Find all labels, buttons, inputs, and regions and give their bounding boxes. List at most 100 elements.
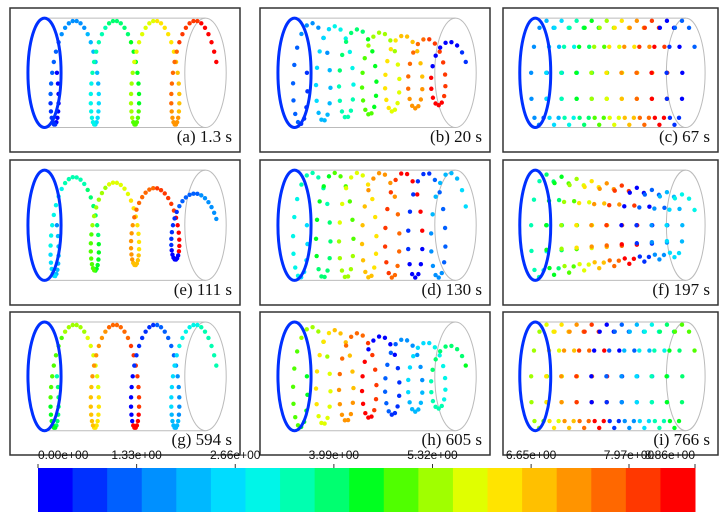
vector-dot: [619, 242, 624, 247]
vector-dot: [406, 389, 411, 395]
vector-dot: [672, 25, 678, 30]
vector-dot: [129, 109, 134, 114]
vector-dot: [176, 384, 181, 390]
vector-dot: [88, 395, 94, 400]
vector-dot: [48, 384, 54, 390]
vector-dot: [177, 203, 182, 209]
vector-dot: [131, 260, 136, 266]
vector-dot: [172, 363, 177, 368]
vector-dot: [662, 44, 667, 50]
vector-dot: [597, 329, 602, 334]
vector-dot: [96, 197, 102, 202]
vector-dot: [304, 327, 309, 332]
vector-dot: [632, 348, 637, 353]
vector-dot: [345, 417, 351, 423]
vector-dot: [679, 18, 685, 24]
panel-label: (a) 1.3 s: [177, 127, 232, 146]
vector-dot: [319, 274, 324, 279]
vector-dot: [214, 216, 219, 222]
vector-dot: [55, 115, 60, 121]
vector-dot: [449, 39, 454, 45]
vector-dot: [544, 172, 549, 177]
vector-dot: [199, 193, 204, 198]
vector-dot: [437, 45, 443, 50]
vector-dot: [304, 374, 310, 379]
vector-dot: [128, 246, 134, 251]
colorbar-segment: [487, 468, 523, 512]
vector-dot: [96, 232, 101, 238]
vector-dot: [582, 25, 587, 30]
vector-dot: [136, 395, 142, 400]
colorbar-segment: [522, 468, 558, 512]
inlet-ring: [518, 320, 553, 433]
vector-dot: [134, 49, 139, 54]
vector-dot: [627, 190, 632, 195]
panel-label: (e) 111 s: [174, 280, 232, 299]
colorbar-segment: [210, 468, 246, 512]
vector-dot: [366, 188, 371, 193]
vector-dot: [619, 322, 624, 327]
vector-dot: [129, 252, 134, 257]
vector-dot: [664, 96, 670, 101]
vector-dot: [88, 412, 94, 417]
vector-dot: [413, 275, 418, 280]
vector-dot: [679, 239, 685, 244]
vector-dot: [657, 25, 663, 30]
vector-dot: [294, 196, 300, 202]
vector-dot: [577, 262, 582, 267]
vector-dot: [48, 109, 54, 114]
vector-dot: [143, 25, 148, 30]
vector-dot: [96, 241, 101, 247]
vector-dot: [169, 236, 174, 242]
vector-dot: [134, 207, 139, 212]
vector-dot: [430, 212, 435, 217]
vector-dot: [172, 216, 177, 221]
vector-dot: [88, 101, 94, 106]
vector-dot: [677, 206, 682, 212]
vector-dot: [556, 348, 562, 353]
vector-dot: [177, 243, 182, 249]
vector-dot: [382, 244, 388, 249]
vector-dot: [48, 260, 54, 265]
vector-dot: [325, 112, 330, 117]
vector-dot: [95, 262, 100, 268]
vector-dot: [125, 335, 131, 341]
vector-dot: [418, 400, 424, 406]
vector-dot: [89, 81, 94, 86]
vector-dot: [664, 18, 670, 24]
vector-dot: [319, 420, 324, 426]
vector-dot: [51, 212, 57, 218]
panel: (i) 766 s: [502, 311, 719, 456]
vector-dot: [420, 86, 425, 92]
vector-dot: [96, 40, 102, 45]
vector-dot: [348, 30, 354, 36]
vector-dot: [556, 44, 562, 50]
vector-dot: [62, 25, 68, 30]
vector-dot: [293, 265, 298, 270]
vector-dot: [162, 191, 167, 196]
vector-dot: [187, 192, 192, 198]
vector-dot: [680, 374, 685, 379]
vector-dot: [589, 18, 594, 24]
panel: (h) 605 s: [259, 311, 491, 456]
vector-dot: [328, 239, 333, 244]
vector-dot: [661, 115, 667, 121]
vector-dot: [637, 418, 643, 424]
vector-dot: [51, 363, 57, 368]
vector-dot: [90, 374, 95, 379]
vector-dot: [616, 258, 622, 263]
vector-dot: [317, 199, 322, 204]
vector-dot: [51, 59, 57, 65]
vector-dot: [571, 115, 576, 121]
vector-dot: [48, 81, 54, 86]
vector-dot: [195, 191, 200, 197]
panel: (a) 1.3 s: [9, 7, 241, 153]
vector-dot: [170, 70, 176, 76]
vector-dot: [677, 44, 682, 50]
vector-dot: [373, 251, 379, 256]
colorbar-segment: [625, 468, 661, 512]
vector-dot: [440, 363, 446, 369]
vector-dot: [587, 44, 592, 50]
vector-dot: [428, 231, 434, 236]
vector-dot: [363, 410, 368, 416]
